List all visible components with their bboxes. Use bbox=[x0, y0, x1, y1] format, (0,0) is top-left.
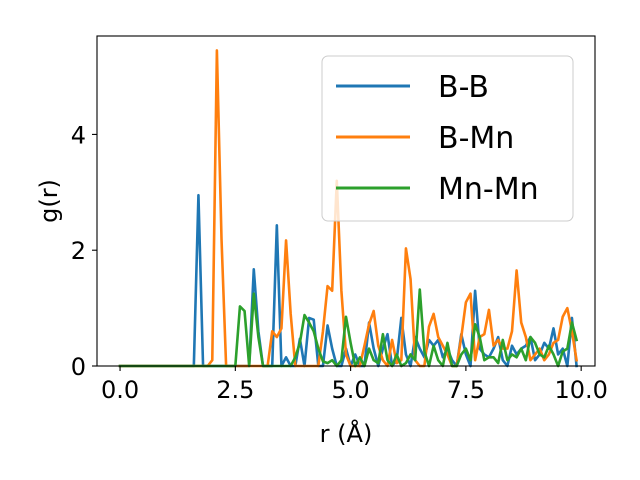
legend: B-B B-Mn Mn-Mn bbox=[321, 55, 574, 222]
x-axis: 0.0 2.5 5.0 7.5 10.0 bbox=[101, 366, 608, 404]
series-line-mn-mn bbox=[118, 288, 579, 368]
y-tick-label: 4 bbox=[71, 121, 86, 149]
legend-label-mn-mn: Mn-Mn bbox=[438, 172, 539, 207]
y-axis-label: g(r) bbox=[35, 179, 63, 223]
legend-label-b-b: B-B bbox=[438, 70, 489, 105]
y-tick-label: 0 bbox=[71, 353, 86, 381]
y-axis: 0 2 4 bbox=[71, 121, 97, 381]
x-axis-label: r (Å) bbox=[320, 419, 373, 448]
legend-box bbox=[321, 55, 574, 222]
x-tick-label: 2.5 bbox=[216, 376, 254, 404]
axes-frame bbox=[96, 35, 596, 367]
x-tick-label: 5.0 bbox=[332, 376, 370, 404]
y-tick-label: 2 bbox=[71, 237, 86, 265]
x-tick-label: 10.0 bbox=[554, 376, 607, 404]
x-tick-label: 0.0 bbox=[101, 376, 139, 404]
legend-label-b-mn: B-Mn bbox=[438, 121, 514, 156]
x-tick-label: 7.5 bbox=[447, 376, 485, 404]
